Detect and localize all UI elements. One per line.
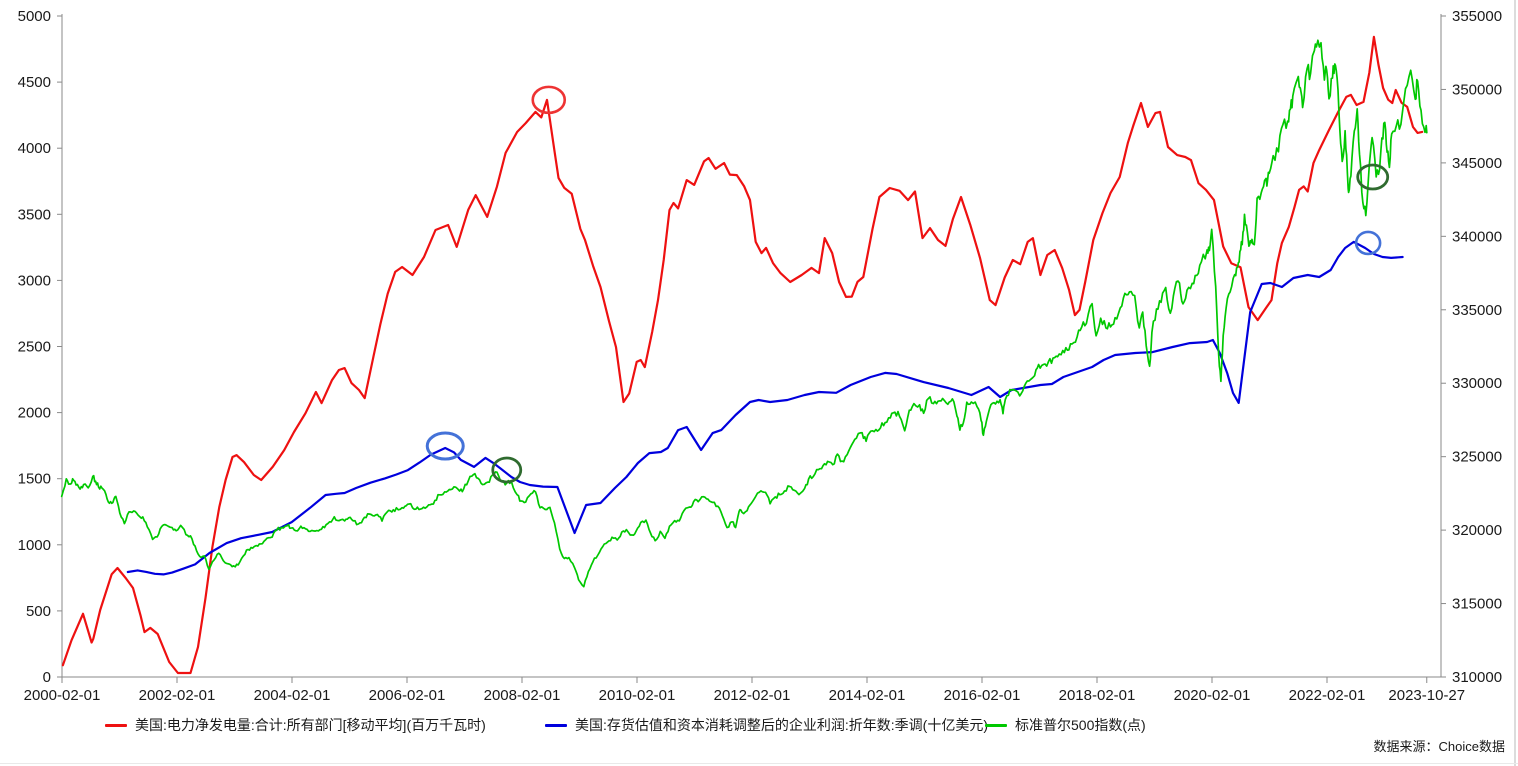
x-axis-tick-label: 2014-02-01 — [829, 687, 906, 704]
y-axis-right-tick-label: 310000 — [1452, 669, 1502, 686]
y-axis-left-tick-label: 0 — [43, 669, 51, 686]
y-axis-left-tick-label: 3000 — [18, 272, 51, 289]
annotation-blue-series-2006-peak-circle — [425, 431, 465, 461]
legend-marker-green-line — [985, 723, 1007, 727]
y-axis-left-tick-label: 3500 — [18, 206, 51, 223]
y-axis-left-tick-label: 2000 — [18, 405, 51, 422]
y-axis-left-tick-label: 5000 — [18, 8, 51, 25]
y-axis-left-tick-label: 1500 — [18, 471, 51, 488]
y-axis-left-tick-label: 4000 — [18, 140, 51, 157]
window-right-edge — [1514, 0, 1516, 766]
window-bottom-edge — [0, 763, 1518, 764]
x-axis-tick-label: 2016-02-01 — [944, 687, 1021, 704]
y-axis-right-tick-label: 320000 — [1452, 522, 1502, 539]
y-axis-right-tick-label: 315000 — [1452, 596, 1502, 613]
y-axis-left-tick-label: 1000 — [18, 537, 51, 554]
x-axis-tick-label: 2022-02-01 — [1289, 687, 1366, 704]
legend-label-corporate-profits: 美国:存货估值和资本消耗调整后的企业利润:折年数:季调(十亿美元) — [575, 717, 988, 733]
annotation-red-series-peak-circle — [531, 85, 567, 115]
legend-label-sp500: 标准普尔500指数(点) — [1015, 717, 1146, 733]
x-axis-tick-label: 2012-02-01 — [714, 687, 791, 704]
x-axis-tick-label: 2002-02-01 — [139, 687, 216, 704]
x-axis-tick-label: 2006-02-01 — [369, 687, 446, 704]
y-axis-right-tick-label: 355000 — [1452, 8, 1502, 25]
legend-item-electricity[interactable]: 美国:电力净发电量:合计:所有部门[移动平均](百万千瓦时) — [105, 715, 486, 735]
annotations — [425, 85, 1390, 484]
y-axis-right-tick-label: 345000 — [1452, 155, 1502, 172]
x-axis-tick-label: 2000-02-01 — [24, 687, 101, 704]
legend-label-electricity: 美国:电力净发电量:合计:所有部门[移动平均](百万千瓦时) — [135, 717, 486, 733]
series-line-0[interactable] — [61, 35, 1424, 675]
x-axis-tick-label: 2018-02-01 — [1059, 687, 1136, 704]
annotation-green-series-2007-circle — [491, 456, 523, 484]
series-line-1[interactable] — [126, 240, 1404, 576]
x-axis-tick-label: 2023-10-27 — [1388, 687, 1465, 704]
y-axis-right-tick-label: 335000 — [1452, 302, 1502, 319]
chart-legend: 美国:电力净发电量:合计:所有部门[移动平均](百万千瓦时) 美国:存货估值和资… — [0, 715, 1518, 735]
legend-marker-red-line — [105, 723, 127, 727]
legend-item-sp500[interactable]: 标准普尔500指数(点) — [985, 715, 1146, 735]
legend-marker-blue-line — [545, 723, 567, 727]
y-axis-left-tick-label: 4500 — [18, 74, 51, 91]
series-line-2[interactable] — [60, 39, 1428, 588]
data-source-note: 数据来源：Choice数据 — [1373, 739, 1505, 754]
x-axis-tick-label: 2004-02-01 — [254, 687, 331, 704]
x-axis-tick-label: 2008-02-01 — [484, 687, 561, 704]
y-axis-left-tick-label: 2500 — [18, 339, 51, 356]
legend-item-corporate-profits[interactable]: 美国:存货估值和资本消耗调整后的企业利润:折年数:季调(十亿美元) — [545, 715, 988, 735]
annotation-green-series-2022-circle — [1356, 163, 1390, 191]
x-axis-tick-label: 2020-02-01 — [1174, 687, 1251, 704]
y-axis-left-tick-label: 500 — [26, 603, 51, 620]
x-axis-tick-label: 2010-02-01 — [599, 687, 676, 704]
annotation-blue-series-2022-peak-circle — [1354, 230, 1382, 256]
y-axis-right-tick-label: 350000 — [1452, 81, 1502, 98]
y-axis-right-tick-label: 340000 — [1452, 228, 1502, 245]
axes: 0 500 1000 1500 2000 2500 3000 3500 4000 4500 5000… — [18, 8, 1502, 704]
y-axis-right-tick-label: 325000 — [1452, 449, 1502, 466]
y-axis-right-tick-label: 330000 — [1452, 375, 1502, 392]
